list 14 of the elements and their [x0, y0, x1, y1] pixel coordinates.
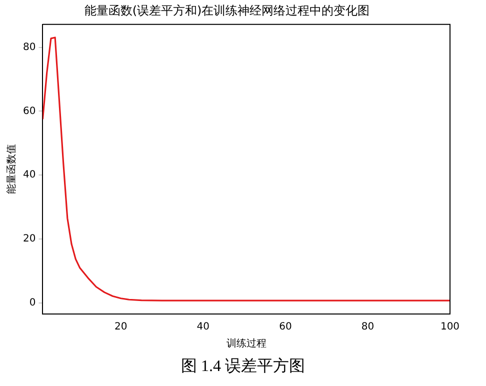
y-axis-title: 能量函数值	[6, 144, 18, 194]
chart-title: 能量函数(误差平方和)在训练神经网络过程中的变化图	[84, 3, 370, 18]
x-tick-label: 20	[114, 322, 128, 333]
x-tick-label: 100	[440, 322, 460, 333]
y-tick-label: 40	[22, 170, 36, 181]
caption: 图 1.4 误差平方图	[180, 356, 306, 377]
y-tick-label: 80	[22, 42, 36, 53]
x-tick-label: 80	[361, 322, 374, 333]
x-axis-title: 训练过程	[226, 338, 266, 350]
y-tick-label: 60	[22, 106, 36, 117]
x-tick-label: 40	[196, 322, 210, 333]
y-tick-label: 0	[29, 297, 36, 308]
x-tick-label: 60	[279, 322, 292, 333]
y-tick-label: 20	[22, 234, 36, 245]
